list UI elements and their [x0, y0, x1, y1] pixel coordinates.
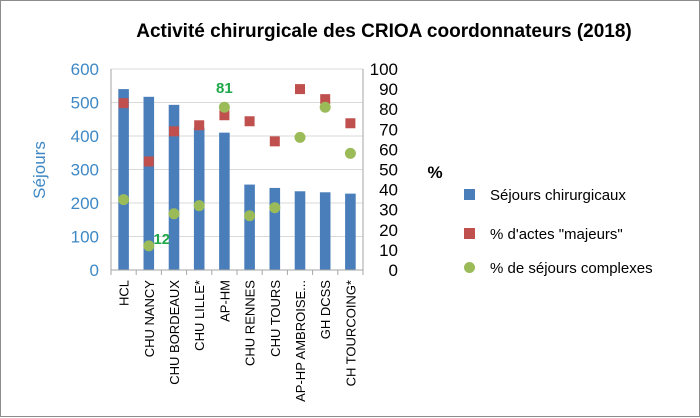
axes [110, 69, 364, 275]
right-tick-label: 90 [379, 80, 398, 99]
right-tick-label: 40 [379, 181, 398, 200]
right-tick-label: 30 [379, 201, 398, 220]
category-label: CHU LILLE* [192, 280, 207, 351]
category-label: CHU NANCY [142, 280, 157, 358]
square-point [219, 110, 230, 121]
bar [244, 184, 255, 270]
left-tick-label: 300 [71, 161, 99, 180]
annotations: 81 12 [153, 80, 232, 248]
square-point [169, 126, 179, 137]
left-tick-label: 200 [71, 194, 99, 213]
right-tick-label: 20 [379, 221, 398, 240]
left-tick-label: 600 [71, 60, 99, 79]
square-point [244, 116, 255, 127]
circle-point [168, 208, 180, 220]
circle-point [269, 202, 281, 214]
square-point [269, 136, 280, 147]
legend-marker-bars [464, 189, 475, 200]
y2-axis-label: % [427, 163, 442, 182]
circle-point [143, 240, 155, 252]
left-tick-label: 100 [71, 228, 99, 247]
bar-series [118, 89, 356, 271]
square-point [118, 98, 129, 109]
y-axis-label: Séjours [30, 141, 49, 199]
circle-series [118, 101, 356, 252]
annotation-label: 81 [216, 80, 233, 97]
circle-point [294, 131, 306, 143]
left-tick-label: 500 [71, 94, 99, 113]
legend-label-squares: % d'actes "majeurs" [490, 226, 623, 243]
category-label: GH DCSS [318, 280, 333, 340]
left-axis-ticks: 0 100 200 300 400 500 600 [71, 60, 99, 280]
circle-point [244, 210, 256, 222]
bar [219, 132, 230, 270]
category-label: HCL [117, 280, 132, 306]
category-label: CHU RENNES [243, 280, 258, 366]
category-label: AP-HM [217, 280, 232, 322]
category-label: CHU BORDEAUX [167, 280, 182, 385]
square-series [118, 84, 356, 167]
square-point [345, 118, 356, 129]
bar [118, 89, 129, 270]
circle-point [193, 200, 205, 212]
right-tick-label: 70 [379, 120, 398, 139]
legend-label-bars: Séjours chirurgicaux [490, 187, 626, 204]
bar [143, 96, 155, 271]
circle-point [344, 147, 356, 159]
right-tick-label: 100 [370, 60, 398, 79]
right-tick-label: 80 [379, 100, 398, 119]
circle-point [218, 101, 230, 113]
right-tick-label: 50 [379, 161, 398, 180]
bar [269, 187, 281, 270]
right-tick-label: 10 [379, 241, 398, 260]
bar [294, 191, 306, 270]
chart-title: Activité chirurgicale des CRIOA coordonn… [136, 21, 632, 42]
category-label: CH TOURCOING* [343, 280, 358, 386]
square-point [320, 94, 331, 105]
bar [345, 193, 356, 270]
square-point [143, 156, 154, 167]
annotation-label: 12 [153, 231, 170, 248]
bar [168, 104, 180, 270]
left-tick-label: 400 [71, 127, 99, 146]
square-point [194, 120, 205, 131]
legend-marker-squares [464, 228, 475, 239]
legend-marker-circles [464, 262, 475, 273]
legend: Séjours chirurgicaux % d'actes "majeurs"… [464, 187, 653, 277]
category-label: AP-HP AMBROISE... [293, 280, 308, 402]
right-tick-label: 60 [379, 140, 398, 159]
category-labels: HCL CHU NANCY CHU BORDEAUX CHU LILLE* AP-HM C… [117, 280, 359, 402]
category-label: CHU TOURS [268, 280, 283, 357]
square-point [295, 84, 305, 95]
bar [319, 192, 331, 270]
left-tick-label: 0 [90, 261, 99, 280]
legend-label-circles: % de séjours complexes [490, 260, 653, 277]
bar [193, 127, 205, 270]
circle-point [118, 194, 130, 206]
right-tick-label: 0 [389, 261, 398, 280]
circle-point [319, 101, 331, 113]
